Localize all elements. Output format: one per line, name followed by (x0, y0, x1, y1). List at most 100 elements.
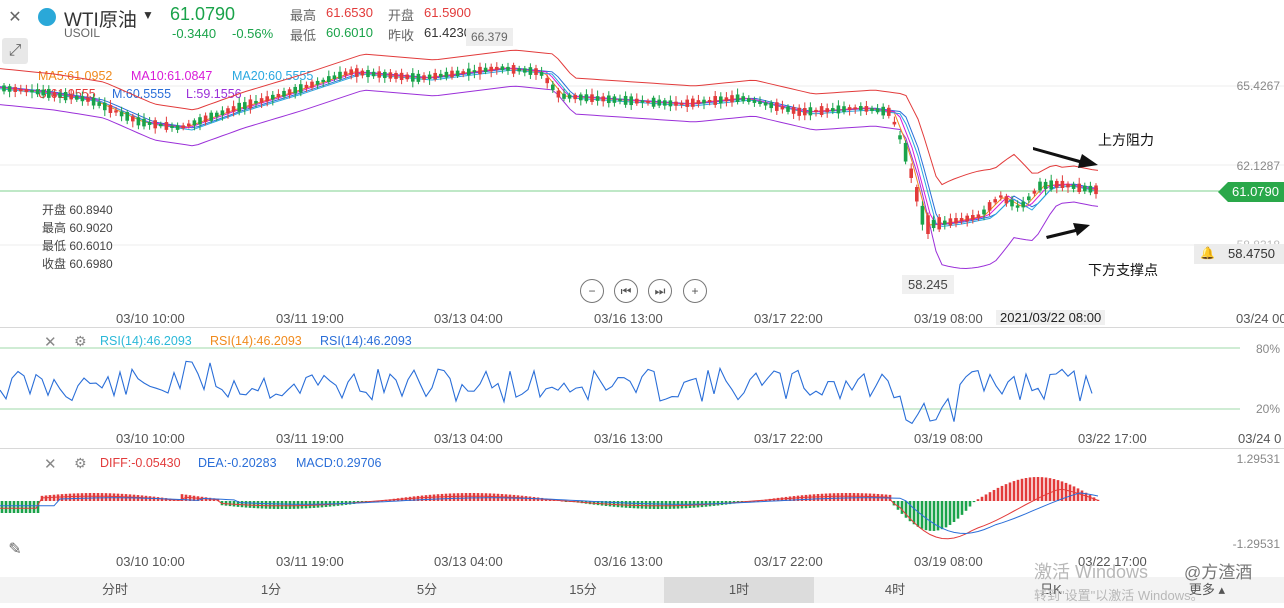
ohlc-low: 最低 60.6010 (42, 239, 113, 253)
candle-body (523, 68, 527, 73)
macd-chart[interactable] (0, 449, 1284, 549)
symbol-dropdown-icon[interactable]: ▼ (142, 8, 154, 22)
peak-price-label: 66.379 (466, 28, 513, 46)
alert-price-box[interactable]: 🔔 58.4750 (1194, 244, 1284, 264)
expand-icon[interactable]: ⤢ (2, 38, 28, 64)
macd-bar (480, 493, 484, 501)
macd-bar (1060, 481, 1064, 501)
candle-body (444, 71, 449, 78)
scroll-end-button[interactable]: ⏭ (648, 279, 672, 303)
rsi-settings-icon[interactable]: ⚙ (74, 333, 87, 349)
candle-body (607, 95, 611, 104)
macd-bar (216, 498, 220, 501)
macd-bar (864, 493, 868, 501)
candle-body (41, 89, 45, 96)
candle-body (590, 94, 594, 102)
macd-bar (72, 493, 76, 501)
candle-body (859, 106, 863, 111)
macd-bar (8, 501, 12, 513)
macd-bar (1072, 486, 1076, 501)
scroll-start-button[interactable]: ⏮ (614, 279, 638, 303)
bell-icon: 🔔 (1200, 246, 1215, 260)
tab-timeframe-tick[interactable]: 分时 (101, 582, 128, 597)
zoom-out-button[interactable]: − (580, 279, 604, 303)
candle-body (780, 106, 785, 110)
macd-bar (4, 501, 8, 513)
tab-timeframe-daily[interactable]: 日K (1040, 582, 1062, 597)
close-icon[interactable]: ✕ (8, 9, 22, 26)
ohlc-open: 开盘 60.8940 (42, 203, 113, 217)
candle-body (567, 94, 572, 99)
x-axis-label: 03/16 13:00 (594, 311, 663, 326)
candle-body (1043, 181, 1048, 189)
macd-bar (1032, 477, 1036, 501)
tab-timeframe-1m[interactable]: 1分 (260, 582, 282, 597)
candle-body (534, 68, 538, 75)
rsi-close-icon[interactable]: ✕ (44, 334, 57, 351)
x-axis-label: 03/24 0 (1238, 431, 1282, 446)
candle-body (814, 109, 818, 112)
high-value: 61.6530 (326, 5, 373, 20)
candle-body (691, 98, 695, 107)
symbol-name[interactable]: WTI原油 (64, 10, 137, 31)
macd-bar (256, 501, 260, 509)
x-axis-label: 03/19 08:00 (914, 431, 983, 446)
candle-body (870, 108, 874, 112)
macd-bar (448, 493, 452, 501)
candle-body (763, 102, 768, 106)
macd-bar (972, 501, 976, 503)
zoom-in-button[interactable]: + (683, 279, 707, 303)
macd-settings-icon[interactable]: ⚙ (74, 455, 87, 471)
x-axis-label: 03/10 10:00 (116, 311, 185, 326)
macd-close-icon[interactable]: ✕ (44, 456, 57, 473)
macd-bar (648, 501, 652, 509)
x-axis-label: 03/11 19:00 (276, 554, 344, 569)
candle-body (640, 100, 645, 103)
tab-more[interactable]: 更多 ▴ (1188, 582, 1226, 597)
candle-body (136, 117, 141, 126)
macd-bar (452, 493, 456, 501)
ma20-legend: MA20:60.5555 (232, 69, 314, 83)
x-axis-label: 03/16 13:00 (594, 554, 663, 569)
candle-body (1010, 200, 1014, 207)
macd-bar (820, 493, 824, 501)
macd-bar (964, 501, 968, 511)
candle-body (679, 102, 684, 105)
macd-bar (640, 501, 644, 509)
candlestick-chart[interactable] (0, 0, 1284, 330)
macd-bar (416, 495, 420, 501)
candle-body (478, 66, 482, 75)
macd-bar (468, 493, 472, 501)
candle-body (19, 88, 23, 92)
candle-body (69, 94, 73, 100)
rsi-chart[interactable] (0, 328, 1284, 428)
candle-body (797, 107, 801, 116)
macd-bar (660, 501, 664, 509)
candle-body (965, 215, 969, 222)
macd-bar (984, 494, 988, 501)
tab-timeframe-4h[interactable]: 4时 (884, 582, 906, 597)
macd-bar (988, 492, 992, 501)
macd-bar (800, 495, 804, 501)
candle-body (271, 94, 275, 100)
tab-timeframe-15m[interactable]: 15分 (569, 582, 597, 597)
candle-body (461, 71, 465, 74)
macd-bar (852, 493, 856, 501)
candle-body (327, 76, 331, 83)
candle-body (2, 85, 6, 92)
macd-bar (484, 493, 488, 501)
candle-body (119, 111, 124, 117)
pencil-icon[interactable]: ✎ (8, 541, 22, 558)
tab-timeframe-1h[interactable]: 1时 (664, 577, 814, 603)
candle-body (13, 87, 17, 92)
macd-bar (424, 495, 428, 501)
open-value: 61.5900 (424, 5, 471, 20)
candle-body (931, 219, 936, 229)
candle-body (125, 112, 129, 121)
macd-bar (940, 501, 944, 530)
support-arrow-icon (1046, 223, 1090, 239)
symbol-code: USOIL (64, 26, 101, 40)
candle-body (7, 86, 12, 92)
candle-body (1004, 196, 1009, 204)
tab-timeframe-5m[interactable]: 5分 (416, 582, 438, 597)
